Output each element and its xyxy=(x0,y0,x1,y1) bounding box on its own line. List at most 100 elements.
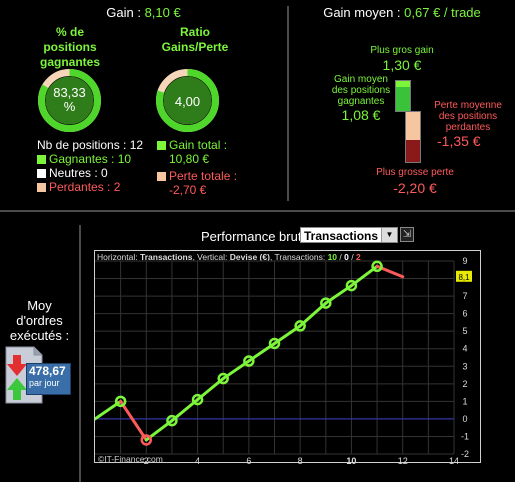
neutres-count: Neutres : 0 xyxy=(49,166,108,180)
chart-header-neutral: 0 xyxy=(344,252,349,262)
chart-plot: -2-1012345678924681012148,1 xyxy=(95,256,472,464)
perte-moyenne-label: Perte moyenne des positions perdantes xyxy=(428,100,508,133)
chevron-down-icon[interactable]: ▼ xyxy=(381,228,397,242)
gain-moyen-label: Gain moyen : xyxy=(323,5,401,20)
perte-moyenne-bar xyxy=(406,112,420,140)
x-tick-label: 2 xyxy=(144,456,149,464)
chart-header-v: Devise (€) xyxy=(229,252,270,262)
chart-header-sep: / xyxy=(337,252,345,262)
data-point xyxy=(114,395,127,408)
chart-header-losses: 2 xyxy=(355,252,361,262)
chart-type-select[interactable]: Transactions ▼ xyxy=(300,227,398,243)
gain-total-label: Gain total : xyxy=(169,138,228,152)
gain-moyen-positions-value: 1,08 € xyxy=(341,107,381,123)
top-divider xyxy=(287,6,289,201)
ratio-value: 4,00 xyxy=(174,94,201,109)
pct-ring xyxy=(38,69,101,132)
neutres-swatch xyxy=(37,169,46,178)
pm-line: Perte moyenne xyxy=(434,100,502,111)
moy-ordres-label: Moy d'ordres exécutés : xyxy=(0,298,79,343)
chart-header: Horizontal: Transactions, Vertical: Devi… xyxy=(97,252,361,262)
gain-moyen-value: 0,67 € / trade xyxy=(404,5,481,20)
data-point xyxy=(243,355,255,367)
plus-grosse-perte-value: -2,20 € xyxy=(393,180,437,196)
orders-value-badge: 478,67 par jour xyxy=(26,363,71,395)
chart-header-h: Transactions xyxy=(140,252,193,262)
ratio-title-line: Ratio xyxy=(180,25,210,39)
plus-grosse-perte-bar xyxy=(406,140,420,162)
chart-header-wins: 10 xyxy=(327,252,338,262)
moy-line: exécutés : xyxy=(9,328,70,343)
moy-unit: par jour xyxy=(29,378,60,388)
last-value-tag xyxy=(456,270,472,282)
y-tick-label: 9 xyxy=(462,256,467,266)
y-tick-label: 0 xyxy=(462,414,467,424)
series-segment xyxy=(119,399,148,442)
pct-value-percent: % xyxy=(63,99,76,114)
gain-total-value: 10,80 € xyxy=(169,152,210,166)
data-point xyxy=(345,279,358,292)
y-tick-label: -2 xyxy=(461,449,469,459)
x-tick-label: 6 xyxy=(246,456,251,464)
plus-gros-gain-label: Plus gros gain xyxy=(370,45,434,56)
pct-title: % de positions gagnantes xyxy=(30,25,110,70)
gagnantes-swatch xyxy=(37,155,46,164)
moy-value: 478,67 xyxy=(29,364,66,378)
perte-moyenne-value: -1,35 € xyxy=(437,133,481,149)
y-tick-label: 7 xyxy=(462,291,467,301)
y-tick-label: 3 xyxy=(462,361,467,371)
gain-header: Gain : 8,10 € xyxy=(0,5,287,20)
data-point xyxy=(191,393,204,406)
data-point xyxy=(217,372,229,385)
nb-positions: Nb de positions : 12 xyxy=(37,138,144,152)
data-point xyxy=(320,297,332,309)
gain-moyen-positions-label: Gain moyen des positions gagnantes xyxy=(326,74,396,107)
pm-line: des positions xyxy=(438,111,498,122)
ratio-title: Ratio Gains/Perte xyxy=(150,25,240,55)
gain-bar-track xyxy=(395,80,411,112)
middle-divider xyxy=(0,210,515,212)
pct-value-number: 83,33 xyxy=(53,85,86,100)
perdantes-swatch xyxy=(37,183,46,192)
perte-totale-value: -2,70 € xyxy=(169,183,207,197)
gain-moyen-header: Gain moyen : 0,67 € / trade xyxy=(289,5,515,20)
watermark: ©IT-Finance.com xyxy=(98,454,163,464)
data-point xyxy=(371,260,383,273)
gain-moyen-bar xyxy=(396,87,410,111)
gmp-line: des positions xyxy=(331,85,391,96)
pm-line: perdantes xyxy=(445,122,491,133)
y-tick-label: 4 xyxy=(462,344,467,354)
data-point xyxy=(294,320,306,332)
y-tick-label: 6 xyxy=(462,309,467,319)
pct-title-line: gagnantes xyxy=(39,55,100,69)
ratio-ring xyxy=(156,69,219,132)
totals-stats: Gain total : 10,80 € Perte totale : -2,7… xyxy=(157,138,237,197)
last-value-label: 8,1 xyxy=(458,273,470,282)
y-tick-label: -1 xyxy=(461,431,469,441)
pct-title-line: % de xyxy=(55,25,84,39)
perf-label: Performance brute xyxy=(201,229,309,244)
perte-totale-label: Perte totale : xyxy=(169,169,238,183)
x-tick-label: 12 xyxy=(398,456,408,464)
pct-title-line: positions xyxy=(43,40,97,54)
gmp-line: gagnantes xyxy=(337,96,385,107)
bottom-divider xyxy=(79,225,81,482)
gain-label: Gain : xyxy=(106,5,141,20)
x-tick-label: 14 xyxy=(449,456,459,464)
perte-totale-swatch xyxy=(157,172,166,181)
chart-header-sep: / xyxy=(348,252,356,262)
expand-icon[interactable]: ⇲ xyxy=(400,227,414,242)
chart-header-text: Horizontal: xyxy=(97,252,140,262)
perdantes-count: Perdantes : 2 xyxy=(49,180,121,194)
ratio-title-line: Gains/Perte xyxy=(161,40,229,54)
performance-chart: Horizontal: Transactions, Vertical: Devi… xyxy=(94,250,481,464)
chart-header-text: , Transactions: xyxy=(269,252,328,262)
x-tick-label: 10 xyxy=(346,456,356,464)
data-point xyxy=(140,434,153,446)
gagnantes-count: Gagnantes : 10 xyxy=(49,152,132,166)
pct-value: 83,33 % xyxy=(37,86,102,114)
gmp-line: Gain moyen xyxy=(334,74,388,85)
moy-line: Moy xyxy=(27,298,52,313)
x-tick-label: 8 xyxy=(298,456,303,464)
chart-header-text: , Vertical: xyxy=(192,252,230,262)
